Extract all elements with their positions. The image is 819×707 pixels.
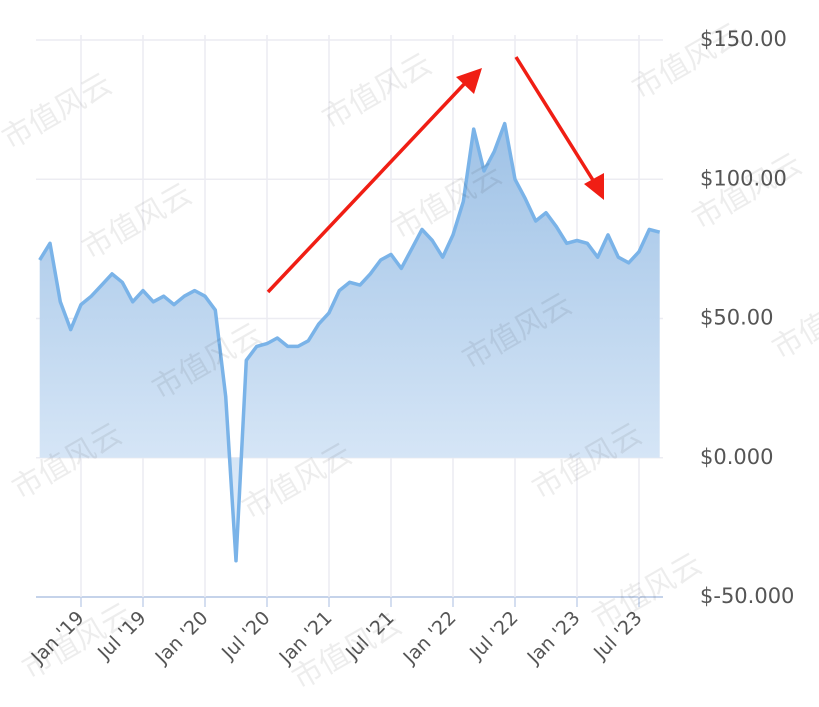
- watermark: 市值风云: [77, 177, 198, 267]
- watermark: 市值风云: [317, 47, 438, 137]
- area: [39, 123, 660, 561]
- x-tick-label: Jul '20: [217, 607, 275, 665]
- y-tick-label: $150.00: [700, 27, 787, 51]
- y-tick-label: $0.000: [700, 445, 773, 469]
- y-tick-label: $-50.000: [700, 584, 794, 608]
- watermark: 市值风云: [767, 277, 819, 367]
- line: [38, 121, 661, 563]
- x-tick-label: Jan '20: [150, 607, 212, 669]
- watermark: 市值风云: [0, 67, 118, 157]
- y-tick-label: $100.00: [700, 166, 787, 190]
- x-tick-label: Jan '23: [522, 607, 584, 669]
- watermark: 市值风云: [587, 547, 708, 637]
- x-tick-label: Jul '22: [465, 607, 523, 665]
- watermark: 市值风云: [627, 17, 748, 107]
- watermark: 市值风云: [687, 147, 808, 237]
- annotation-arrows: [266, 56, 604, 294]
- x-tick-label: Jan '22: [398, 607, 460, 669]
- y-tick-label: $50.00: [700, 306, 773, 330]
